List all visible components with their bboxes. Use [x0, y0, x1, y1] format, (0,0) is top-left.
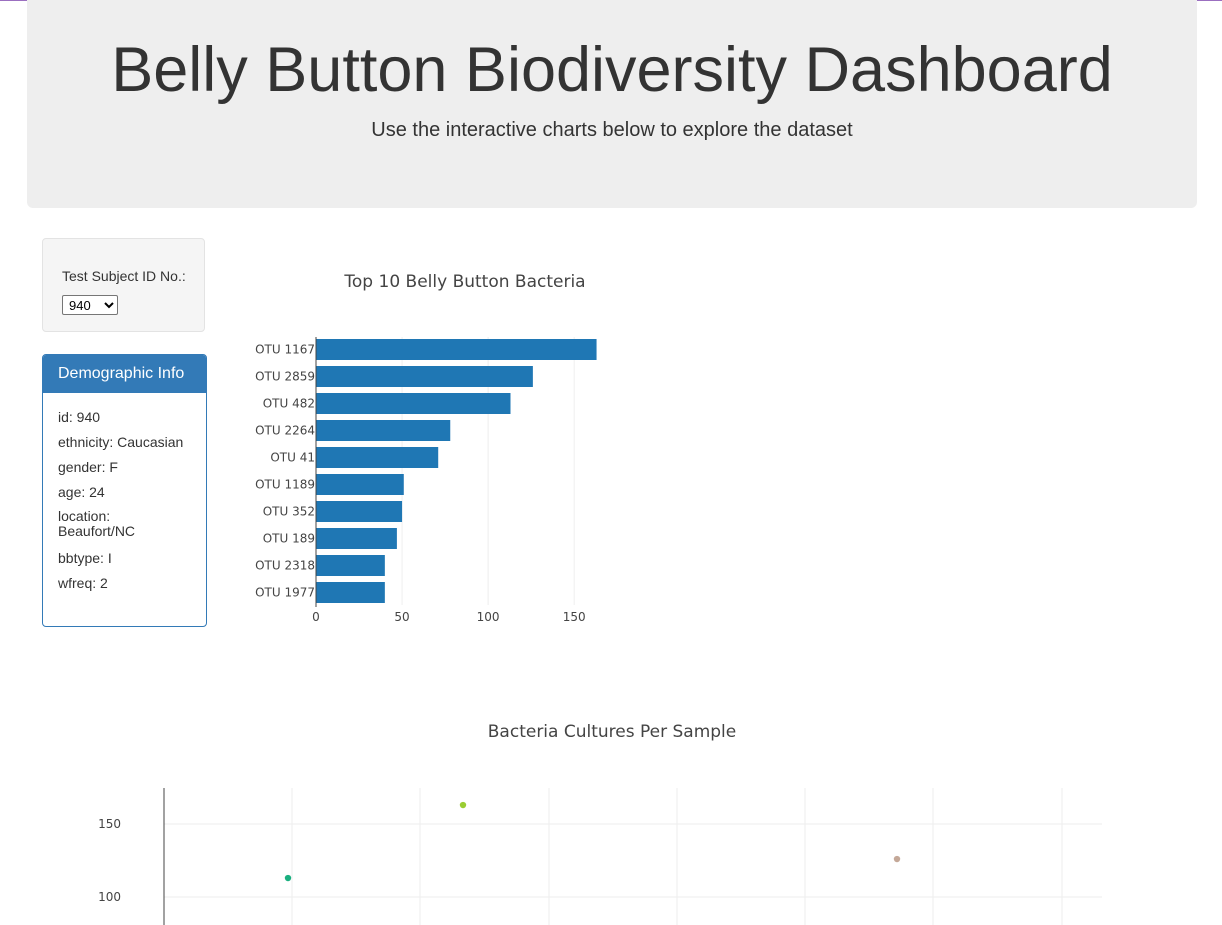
bar-y-tick-label: OTU 1977 — [255, 586, 315, 600]
bar[interactable] — [316, 447, 439, 468]
bar-y-tick-label: OTU 2264 — [255, 424, 315, 438]
bubble-chart-title: Bacteria Cultures Per Sample — [488, 722, 736, 742]
bar-chart-y-labels: OTU 1167 OTU 2859 OTU 482 OTU 2264 OTU 41 OTU… — [255, 343, 315, 600]
demographic-panel-body: id: 940 ethnicity: Caucasian gender: F a… — [43, 393, 206, 591]
bubble-point[interactable] — [459, 801, 467, 809]
bar-chart[interactable]: Top 10 Belly Button Bacteria OTU 1167OTU… — [220, 255, 620, 635]
bar-y-tick-label: OTU 1189 — [255, 478, 315, 492]
bar[interactable] — [316, 555, 385, 576]
bar-x-tick-label: 100 — [477, 610, 500, 624]
subject-selector-well: Test Subject ID No.: 940 — [42, 238, 205, 332]
bar-chart-bars — [316, 339, 597, 603]
bar[interactable] — [316, 474, 404, 495]
bar-x-tick-label: 150 — [563, 610, 586, 624]
bar[interactable] — [316, 339, 597, 360]
bar[interactable] — [316, 528, 397, 549]
bubble-chart-gridlines — [164, 788, 1102, 925]
page-title: Belly Button Biodiversity Dashboard — [111, 35, 1113, 105]
bubble-chart-y-labels: 100 150 — [98, 817, 121, 904]
demo-row-wfreq: wfreq: 2 — [58, 575, 108, 591]
bar[interactable] — [316, 420, 451, 441]
demographic-panel-heading: Demographic Info — [43, 355, 206, 393]
demo-row-location: location: Beaufort/NC — [58, 508, 136, 539]
bar-y-tick-label: OTU 41 — [270, 451, 315, 465]
demo-row-id: id: 940 — [58, 409, 101, 425]
bubble-chart-points — [284, 801, 901, 882]
subject-id-select[interactable]: 940 — [62, 295, 118, 315]
demographic-panel: Demographic Info id: 940 ethnicity: Cauc… — [42, 354, 207, 627]
bubble-point[interactable] — [284, 874, 292, 882]
bar-y-tick-label: OTU 2318 — [255, 559, 315, 573]
bubble-point[interactable] — [893, 855, 901, 863]
bar-y-tick-label: OTU 189 — [263, 532, 315, 546]
demo-row-ethnicity: ethnicity: Caucasian — [58, 434, 184, 450]
bar[interactable] — [316, 393, 511, 414]
bar-chart-x-labels: 0 50 100 150 — [312, 610, 585, 624]
bar-x-tick-label: 50 — [394, 610, 409, 624]
bubble-y-tick-label: 100 — [98, 890, 121, 904]
bubble-y-tick-label: 150 — [98, 817, 121, 831]
bar[interactable] — [316, 366, 533, 387]
header-banner: Belly Button Biodiversity Dashboard Use … — [27, 0, 1197, 208]
page-subtitle: Use the interactive charts below to expl… — [371, 119, 853, 141]
bubble-chart[interactable]: Bacteria Cultures Per Sample 100 150 — [60, 705, 1140, 925]
bar-x-tick-label: 0 — [312, 610, 320, 624]
bar-chart-title: Top 10 Belly Button Bacteria — [343, 272, 585, 292]
demo-row-age: age: 24 — [58, 484, 105, 500]
demo-row-gender: gender: F — [58, 459, 118, 475]
bar-y-tick-label: OTU 1167 — [255, 343, 315, 357]
bar-y-tick-label: OTU 352 — [263, 505, 315, 519]
bar-y-tick-label: OTU 2859 — [255, 370, 315, 384]
bar[interactable] — [316, 501, 403, 522]
demo-row-bbtype: bbtype: I — [58, 550, 112, 566]
bar[interactable] — [316, 582, 385, 603]
bar-y-tick-label: OTU 482 — [263, 397, 315, 411]
subject-selector-label: Test Subject ID No.: — [62, 268, 186, 284]
